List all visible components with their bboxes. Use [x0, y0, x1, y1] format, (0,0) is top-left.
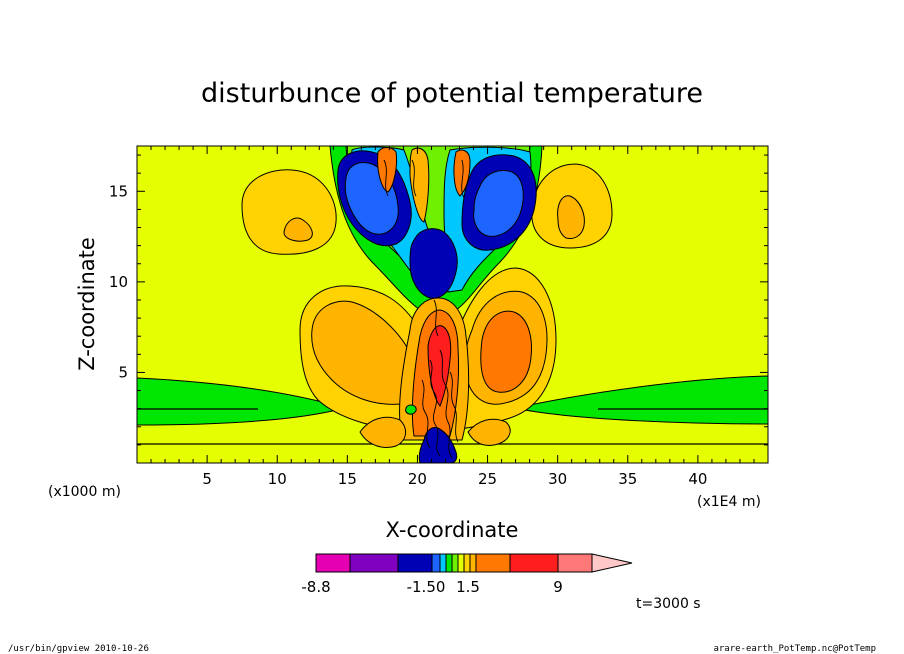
- colorbar: [315, 553, 633, 573]
- contour-vortex-center: [409, 228, 458, 299]
- time-label: t=3000 s: [636, 596, 701, 612]
- colorbar-label: -8.8: [301, 578, 330, 596]
- x-unit-right: (x1E4 m): [697, 494, 761, 510]
- colorbar-segment: [445, 553, 453, 573]
- contour-base-orange-right: [467, 418, 511, 446]
- contour-plume-base-blue: [418, 427, 458, 463]
- y-tick-label: 15: [109, 182, 128, 200]
- contour-lobe-right-mid-core: [480, 310, 532, 393]
- y-axis-ticks: 5 10 15: [109, 154, 768, 446]
- x-tick-label: 30: [548, 470, 567, 488]
- y-tick-label: 10: [109, 273, 128, 291]
- x-axis-label: X-coordinate: [386, 518, 519, 542]
- contour-lobe-left-upper-core: [283, 217, 313, 242]
- plot-area: [137, 146, 768, 463]
- footer-left: /usr/bin/gpview 2010-10-26: [8, 644, 149, 654]
- contour-base-orange-left: [359, 416, 406, 448]
- contour-plume-core: [427, 325, 452, 408]
- x-axis-ticks: 5 10 15 20 25 30 35 40: [150, 146, 755, 488]
- colorbar-segment: [451, 553, 459, 573]
- plot-frame: [136, 145, 769, 464]
- y-tick-label: 5: [118, 363, 128, 381]
- colorbar-segment: [431, 553, 441, 573]
- colorbar-segment: [557, 553, 593, 573]
- colorbar-segment: [463, 553, 471, 573]
- colorbar-segment: [469, 553, 477, 573]
- colorbar-label: 1.5: [456, 578, 480, 596]
- x-tick-label: 10: [268, 470, 287, 488]
- footer-right: arare-earth_PotTemp.nc@PotTemp: [713, 644, 876, 654]
- x-tick-label: 5: [202, 470, 212, 488]
- y-axis-label: Z-coordinate: [75, 237, 99, 371]
- colorbar-labels: -8.8 -1.50 1.5 9: [301, 578, 562, 596]
- colorbar-segment: [475, 553, 511, 573]
- contour-jet-mid: [409, 147, 430, 223]
- x-tick-label: 15: [338, 470, 357, 488]
- colorbar-segment: [315, 553, 351, 573]
- contour-jet-right: [453, 149, 471, 197]
- contour-green-spot: [405, 404, 417, 415]
- contour-lobe-right-upper-core: [557, 195, 585, 239]
- colorbar-segment: [439, 553, 447, 573]
- x-unit-left: (x1000 m): [48, 484, 121, 500]
- contour-vortex-right-inner: [473, 170, 524, 237]
- colorbar-segment: [397, 553, 433, 573]
- x-tick-label: 25: [478, 470, 497, 488]
- colorbar-label: -1.50: [407, 578, 446, 596]
- contour-turbulence: [383, 159, 465, 459]
- colorbar-segment: [349, 553, 399, 573]
- contour-jet-left: [377, 147, 397, 193]
- x-tick-label: 40: [688, 470, 707, 488]
- colorbar-arrow: [591, 553, 633, 573]
- x-tick-label: 35: [618, 470, 637, 488]
- colorbar-label: 9: [553, 578, 563, 596]
- colorbar-segment: [509, 553, 559, 573]
- x-tick-label: 20: [408, 470, 427, 488]
- chart-title: disturbunce of potential temperature: [201, 78, 703, 109]
- colorbar-segment: [457, 553, 465, 573]
